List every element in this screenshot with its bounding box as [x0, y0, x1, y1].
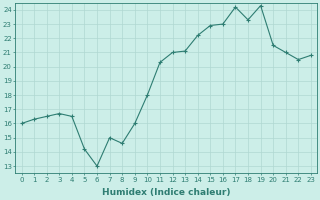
X-axis label: Humidex (Indice chaleur): Humidex (Indice chaleur) — [102, 188, 230, 197]
